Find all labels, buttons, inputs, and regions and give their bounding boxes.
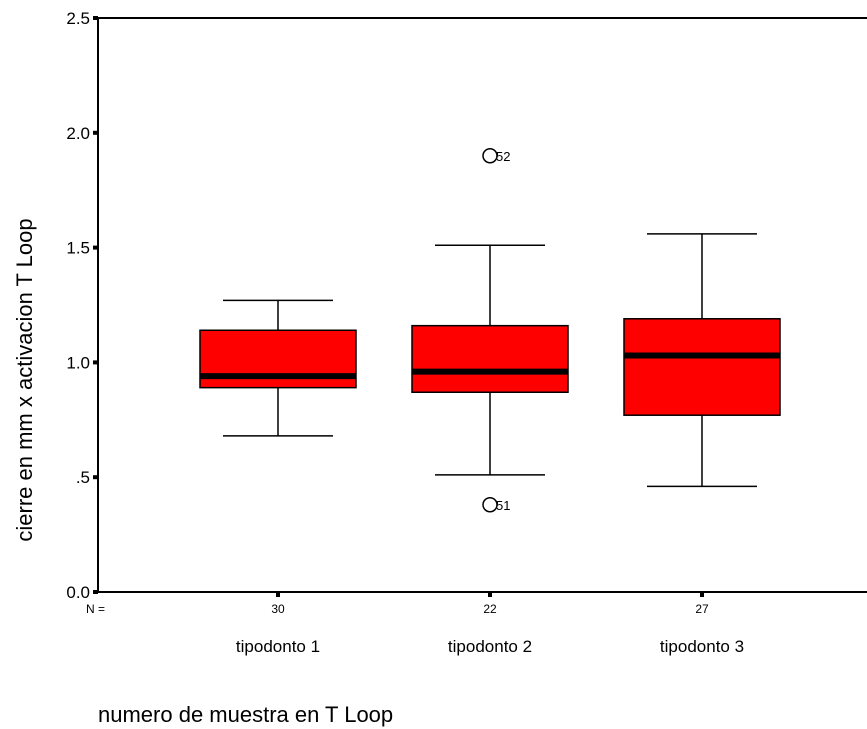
- plot-area: 0.0 .5 1.0 1.5 2.0 2.5 30 tipodonto 1 52 51 22 tipo…: [66, 9, 867, 656]
- outlier-point: [482, 148, 498, 164]
- n-count-label: 30: [271, 602, 285, 616]
- category-label: tipodonto 1: [236, 637, 320, 656]
- y-tick-mark: [93, 16, 98, 20]
- y-axis-title: cierre en mm x activacion T Loop: [12, 218, 37, 541]
- x-tick-mark: [488, 592, 492, 597]
- y-tick-label: 1.0: [66, 353, 90, 372]
- category-label: tipodonto 3: [660, 637, 744, 656]
- y-tick-label: 2.5: [66, 9, 90, 28]
- outlier-label: 52: [496, 149, 510, 164]
- n-count-label: 22: [483, 602, 497, 616]
- y-tick-label: 2.0: [66, 124, 90, 143]
- n-prefix-label: N =: [86, 602, 105, 616]
- n-count-label: 27: [695, 602, 709, 616]
- y-tick-label: 0.0: [66, 583, 90, 602]
- category-label: tipodonto 2: [448, 637, 532, 656]
- y-tick-mark: [93, 590, 98, 594]
- x-tick-mark: [700, 592, 704, 597]
- outlier-label: 51: [496, 498, 510, 513]
- y-tick-label: .5: [76, 468, 90, 487]
- box-2: [411, 324, 569, 393]
- outlier-point: [482, 497, 498, 513]
- y-tick-label: 1.5: [66, 239, 90, 258]
- box-3: [623, 318, 781, 416]
- y-tick-mark: [93, 360, 98, 365]
- x-tick-mark: [276, 592, 280, 597]
- y-tick-mark: [93, 475, 98, 480]
- y-tick-mark: [93, 245, 98, 250]
- x-axis-title: numero de muestra en T Loop: [98, 702, 393, 727]
- y-tick-mark: [93, 130, 98, 135]
